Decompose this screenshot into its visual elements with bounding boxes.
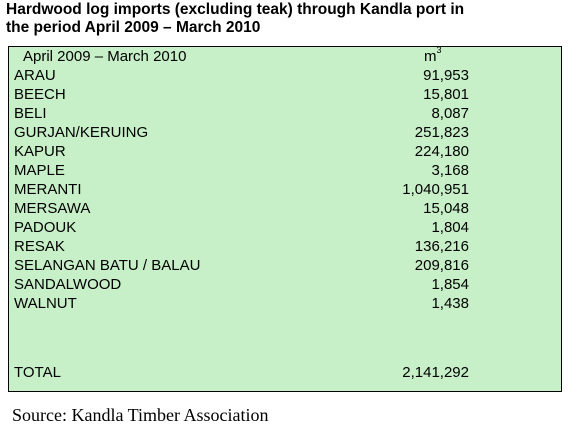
species-value: 136,216 (414, 238, 469, 255)
species-name: GURJAN/KERUING (14, 124, 149, 141)
table-row: WALNUT 1,438 (9, 294, 561, 313)
species-value: 209,816 (414, 257, 469, 274)
table-row: SANDALWOOD 1,854 (9, 275, 561, 294)
species-value: 8,087 (431, 105, 469, 122)
species-value: 224,180 (414, 143, 469, 160)
table-row: RESAK 136,216 (9, 237, 561, 256)
table-row: MAPLE 3,168 (9, 161, 561, 180)
table-row: PADOUK 1,804 (9, 218, 561, 237)
species-name: MERANTI (14, 181, 82, 198)
table-row: BELI 8,087 (9, 104, 561, 123)
species-value: 251,823 (414, 124, 469, 141)
table-row: KAPUR 224,180 (9, 142, 561, 161)
species-value: 15,048 (423, 200, 469, 217)
unit-header: m3 (424, 45, 442, 66)
total-row: TOTAL 2,141,292 (9, 363, 561, 382)
species-value: 91,953 (423, 67, 469, 84)
species-value: 3,168 (431, 162, 469, 179)
page-title: Hardwood log imports (excluding teak) th… (6, 1, 576, 37)
species-name: PADOUK (14, 219, 77, 236)
species-name: MERSAWA (14, 200, 91, 217)
species-value: 1,438 (431, 295, 469, 312)
imports-table: April 2009 – March 2010 m3 ARAU 91,953 B… (8, 46, 562, 392)
table-row: MERSAWA 15,048 (9, 199, 561, 218)
unit-label: m (424, 48, 437, 65)
species-value: 15,801 (423, 86, 469, 103)
species-value: 1,040,951 (402, 181, 469, 198)
species-name: MAPLE (14, 162, 65, 179)
table-row: BEECH 15,801 (9, 85, 561, 104)
species-value: 1,854 (431, 276, 469, 293)
species-name: BEECH (14, 86, 66, 103)
source-citation: Source: Kandla Timber Association (12, 405, 269, 425)
table-row: GURJAN/KERUING 251,823 (9, 123, 561, 142)
species-name: ARAU (14, 67, 56, 84)
species-name: RESAK (14, 238, 65, 255)
species-value: 1,804 (431, 219, 469, 236)
total-label: TOTAL (14, 364, 61, 381)
period-header: April 2009 – March 2010 (23, 48, 187, 65)
species-name: BELI (14, 105, 47, 122)
table-row: MERANTI 1,040,951 (9, 180, 561, 199)
species-name: SANDALWOOD (14, 276, 122, 293)
table-row: SELANGAN BATU / BALAU 209,816 (9, 256, 561, 275)
title-line-2: the period April 2009 – March 2010 (6, 19, 261, 36)
unit-superscript: 3 (436, 45, 442, 55)
total-value: 2,141,292 (402, 364, 469, 381)
table-row: ARAU 91,953 (9, 66, 561, 85)
species-name: SELANGAN BATU / BALAU (14, 257, 201, 274)
species-name: KAPUR (14, 143, 66, 160)
species-name: WALNUT (14, 295, 77, 312)
title-line-1: Hardwood log imports (excluding teak) th… (6, 1, 465, 18)
